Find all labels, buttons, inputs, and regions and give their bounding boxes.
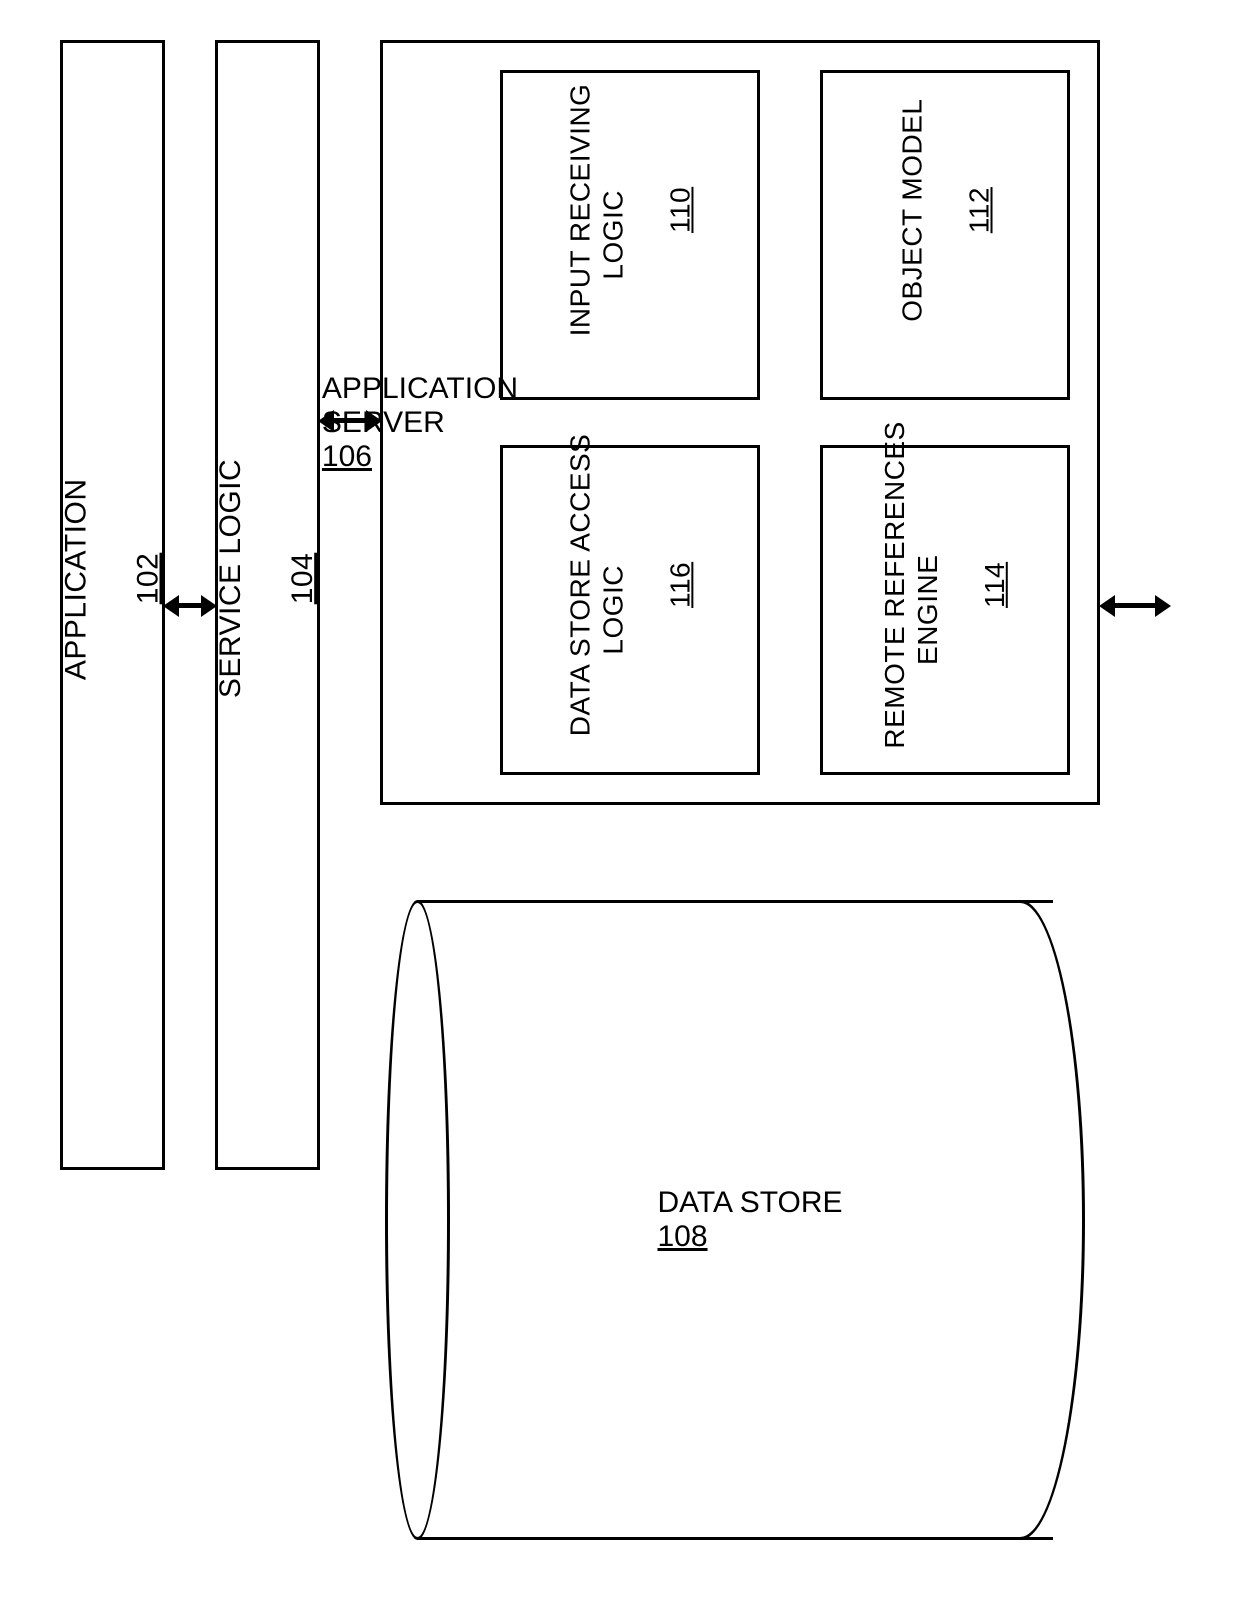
node-data-store-access-logic-label: DATA STORE ACCESS LOGIC — [564, 434, 629, 737]
node-data-store-ref: 108 — [657, 1220, 707, 1253]
node-remote-references-engine-ref: 114 — [980, 562, 1011, 608]
arrowhead-left-icon — [163, 595, 179, 617]
node-data-store-title: DATA STORE 108 — [450, 900, 1050, 1540]
node-object-model-label: OBJECT MODEL — [896, 99, 927, 322]
node-object-model-ref: 112 — [963, 187, 994, 233]
node-input-receiving-logic-ref: 110 — [665, 187, 696, 233]
arrowhead-left-icon — [1099, 595, 1115, 617]
arrowhead-right-icon — [1155, 595, 1171, 617]
node-service-logic-ref: 104 — [287, 553, 320, 605]
node-service-logic-label: SERVICE LOGIC — [215, 459, 248, 698]
node-application: APPLICATION 102 — [60, 40, 165, 1170]
node-input-receiving-logic-label: INPUT RECEIVING LOGIC — [564, 84, 629, 337]
node-service-logic: SERVICE LOGIC 104 — [215, 40, 320, 1170]
edge-service-appserver — [332, 418, 368, 423]
edge-appserver-datastore — [1113, 603, 1157, 608]
node-application-server-ref: 106 — [322, 440, 372, 473]
node-application-server-title: APPLICATION SERVER 106 — [380, 40, 460, 805]
arrowhead-left-icon — [318, 410, 334, 432]
arrowhead-right-icon — [201, 595, 217, 617]
node-data-store-access-logic-ref: 116 — [665, 562, 696, 608]
node-data-store-label: DATA STORE — [657, 1186, 842, 1219]
node-application-server-label: APPLICATION SERVER — [322, 372, 518, 439]
node-remote-references-engine: REMOTE REFERENCES ENGINE 114 — [820, 445, 1070, 775]
diagram-canvas: APPLICATION 102 SERVICE LOGIC 104 APPLIC… — [0, 0, 1240, 1601]
node-application-ref: 102 — [132, 553, 165, 605]
node-remote-references-engine-label: REMOTE REFERENCES ENGINE — [879, 421, 944, 748]
node-input-receiving-logic: INPUT RECEIVING LOGIC 110 — [500, 70, 760, 400]
node-data-store-cap-left — [385, 900, 450, 1540]
node-application-label: APPLICATION — [60, 478, 93, 680]
arrowhead-right-icon — [366, 410, 382, 432]
node-object-model: OBJECT MODEL 112 — [820, 70, 1070, 400]
node-data-store-access-logic: DATA STORE ACCESS LOGIC 116 — [500, 445, 760, 775]
